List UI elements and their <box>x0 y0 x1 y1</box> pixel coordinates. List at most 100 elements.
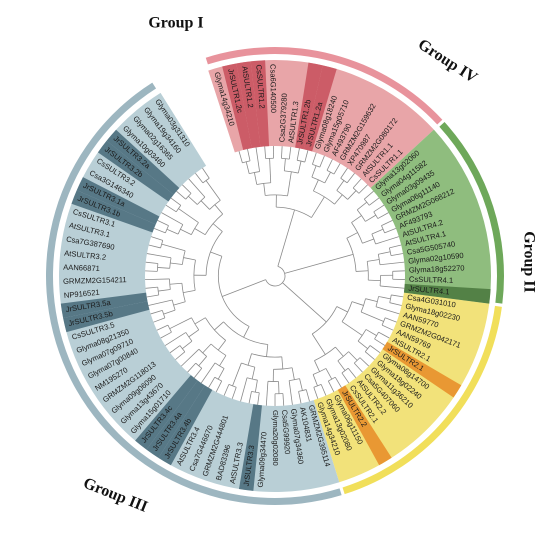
sector-group-IV <box>370 129 492 304</box>
branch <box>146 294 159 298</box>
branch <box>325 368 333 380</box>
branch <box>374 331 379 340</box>
branch <box>364 190 374 200</box>
branch <box>340 167 348 179</box>
branch <box>311 196 325 218</box>
branch <box>150 309 163 315</box>
branch <box>205 180 221 201</box>
branch <box>365 214 377 222</box>
branch <box>177 224 184 235</box>
branch <box>336 306 348 313</box>
branch <box>375 306 400 315</box>
branch <box>281 356 284 370</box>
highlight-cell <box>295 62 323 150</box>
leaf-label: Csa2G379280 <box>277 93 289 142</box>
branch <box>247 148 251 161</box>
branch <box>169 282 182 285</box>
branch <box>146 253 172 259</box>
group-label-IV: Group IV <box>415 36 481 87</box>
branch <box>314 346 336 361</box>
highlight-cell <box>135 375 198 450</box>
leaf-label: Glyma18g52270 <box>409 263 465 274</box>
branch <box>247 353 252 366</box>
branch <box>200 200 210 210</box>
branch <box>191 317 200 331</box>
branch <box>296 148 300 161</box>
leaf-label: CsSULTR1.2 <box>254 64 266 109</box>
branch <box>188 178 206 198</box>
branch <box>169 278 171 290</box>
branch <box>156 263 159 272</box>
branch <box>311 165 317 178</box>
branch <box>185 193 192 200</box>
branch <box>351 222 363 244</box>
branch <box>193 368 203 379</box>
branch <box>209 200 221 210</box>
branch <box>179 345 186 353</box>
branch <box>169 317 192 330</box>
branch <box>351 301 364 306</box>
branch <box>326 159 333 171</box>
branch <box>378 296 391 300</box>
branch <box>299 378 303 391</box>
ring-group-I <box>205 46 443 125</box>
highlight-cell <box>382 341 462 398</box>
branch <box>364 351 375 360</box>
branch <box>170 197 181 206</box>
branch <box>232 362 242 387</box>
branch <box>373 204 385 213</box>
branch <box>277 209 295 267</box>
branch <box>297 159 305 163</box>
branch <box>347 367 357 379</box>
branch <box>324 171 331 184</box>
branch <box>265 266 286 287</box>
branch <box>170 262 183 265</box>
branch <box>276 206 312 218</box>
highlight-cell <box>97 140 174 202</box>
tree-branches <box>145 146 405 407</box>
branch <box>365 329 377 336</box>
leaf-label: CsSULTR4.1 <box>409 275 453 285</box>
branch <box>298 389 307 392</box>
branch <box>222 279 266 297</box>
branch <box>157 267 170 269</box>
branch <box>366 261 369 281</box>
branch <box>265 381 269 406</box>
sector-group-III <box>58 92 340 493</box>
branch <box>371 228 384 235</box>
branch <box>180 228 192 236</box>
branch <box>183 257 196 261</box>
leaf-label: GRMZM2G154211 <box>63 275 127 286</box>
branch <box>337 360 346 371</box>
branch <box>217 340 226 351</box>
branch <box>183 290 196 293</box>
branch <box>346 232 358 239</box>
branch <box>288 380 293 405</box>
branch <box>381 324 394 331</box>
branch <box>288 146 292 160</box>
branch <box>335 346 344 357</box>
branch <box>340 177 348 184</box>
branch <box>333 163 341 175</box>
highlight-cell <box>337 385 392 466</box>
branch <box>145 261 158 264</box>
branch <box>381 219 393 226</box>
branch <box>185 332 193 342</box>
leaf-label: Glyma20g02080 <box>271 410 280 466</box>
branch <box>353 362 363 373</box>
branch <box>355 270 369 272</box>
highlight-cell <box>63 301 150 333</box>
branch <box>334 194 343 205</box>
branch <box>240 377 248 402</box>
branch <box>181 348 200 367</box>
branch <box>169 345 181 354</box>
branch <box>375 236 399 245</box>
branch <box>313 387 319 399</box>
branch <box>291 367 295 380</box>
branch <box>208 377 216 388</box>
branch <box>231 387 237 399</box>
branch <box>173 301 186 306</box>
branch <box>195 172 204 184</box>
leaf-cells <box>60 60 491 491</box>
